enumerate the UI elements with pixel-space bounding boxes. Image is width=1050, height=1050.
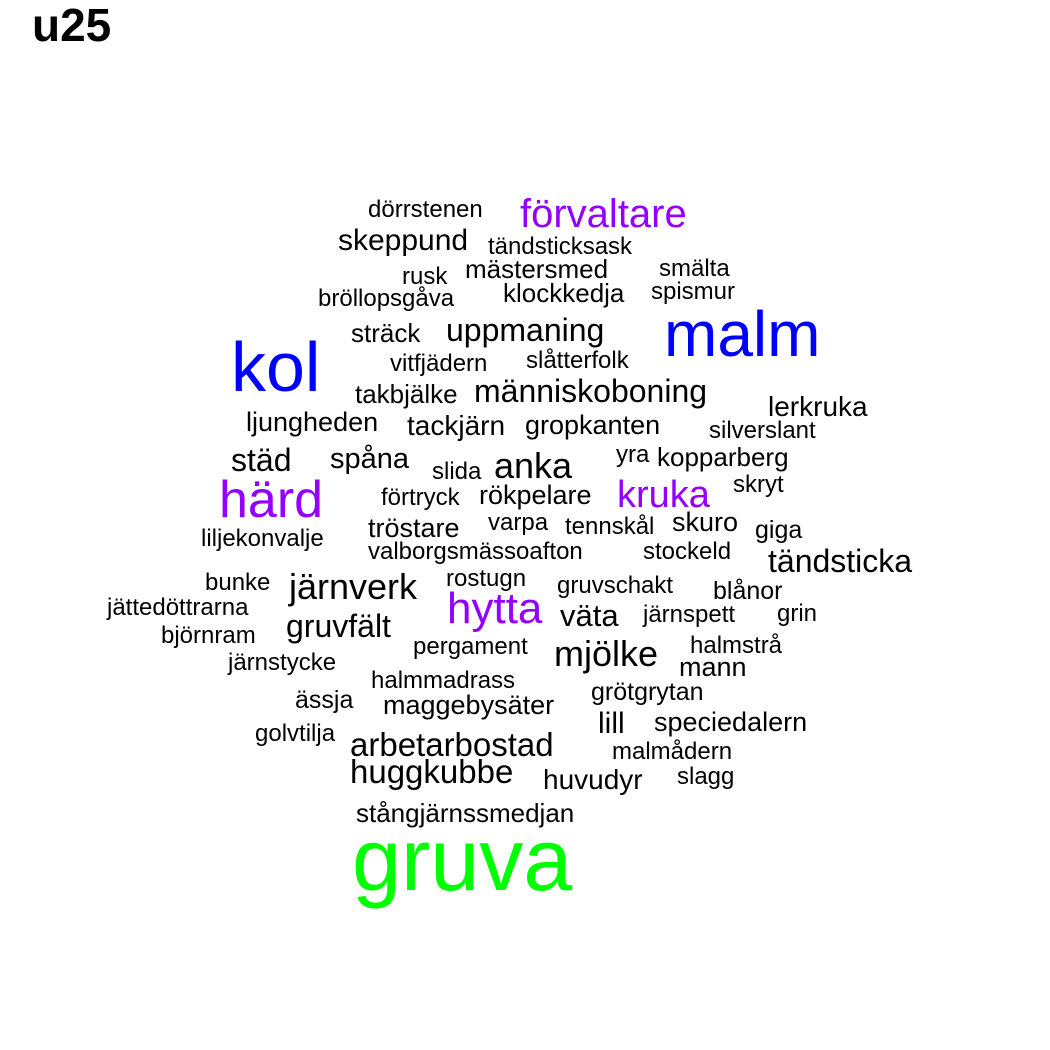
word-12: smälta bbox=[659, 255, 730, 282]
word-21: människoboning bbox=[474, 373, 707, 409]
word-49: blånor bbox=[713, 577, 783, 605]
page-title: u25 bbox=[32, 0, 112, 51]
word-25: gropkanten bbox=[525, 410, 660, 440]
word-41: liljekonvalje bbox=[201, 525, 324, 552]
word-43: stockeld bbox=[643, 538, 731, 565]
word-27: städ bbox=[231, 442, 291, 478]
word-72: slagg bbox=[677, 763, 734, 790]
word-19: slåtterfolk bbox=[526, 347, 630, 374]
word-8: skeppund bbox=[338, 224, 468, 257]
word-30: anka bbox=[494, 445, 573, 486]
word-32: kopparberg bbox=[657, 442, 789, 472]
word-51: väta bbox=[560, 598, 619, 633]
word-3: förvaltare bbox=[520, 192, 687, 236]
word-70: huggkubbe bbox=[350, 753, 513, 790]
word-69: malmådern bbox=[612, 738, 732, 765]
word-52: järnspett bbox=[642, 601, 735, 628]
word-64: maggebysäter bbox=[383, 690, 554, 720]
word-11: mästersmed bbox=[465, 254, 608, 284]
word-46: järnverk bbox=[288, 566, 418, 607]
word-31: yra bbox=[616, 441, 650, 468]
word-1: kol bbox=[231, 328, 320, 406]
word-39: skuro bbox=[672, 507, 738, 537]
word-6: hytta bbox=[447, 584, 543, 633]
word-54: björnram bbox=[161, 622, 256, 649]
word-57: mjölke bbox=[554, 633, 658, 674]
word-67: golvtilja bbox=[255, 720, 336, 747]
word-47: rostugn bbox=[446, 565, 526, 592]
word-4: härd bbox=[219, 471, 323, 529]
word-42: valborgsmässoafton bbox=[368, 538, 583, 565]
word-59: järnstycke bbox=[227, 649, 336, 676]
word-38: tennskål bbox=[565, 513, 654, 540]
word-73: stångjärnssmedjan bbox=[356, 798, 574, 828]
word-71: huvudyr bbox=[543, 764, 643, 795]
word-13: bröllopsgåva bbox=[318, 285, 455, 312]
word-68: arbetarbostad bbox=[350, 726, 554, 763]
word-29: slida bbox=[432, 458, 482, 485]
word-48: gruvschakt bbox=[557, 572, 673, 599]
word-66: speciedalern bbox=[654, 707, 807, 737]
word-33: förtryck bbox=[381, 484, 461, 511]
word-45: bunke bbox=[205, 569, 270, 596]
word-65: lill bbox=[598, 707, 625, 740]
word-9: tändsticksask bbox=[488, 233, 633, 260]
word-34: rökpelare bbox=[479, 480, 592, 510]
word-5: kruka bbox=[617, 474, 711, 516]
word-23: ljungheden bbox=[246, 407, 378, 437]
word-26: silverslant bbox=[709, 417, 816, 444]
word-40: giga bbox=[755, 516, 802, 544]
word-44: tändsticka bbox=[768, 543, 912, 579]
word-14: klockkedja bbox=[503, 278, 625, 308]
word-63: ässja bbox=[295, 686, 353, 714]
word-60: mann bbox=[679, 652, 747, 682]
word-55: gruvfält bbox=[286, 608, 391, 644]
word-17: uppmaning bbox=[446, 312, 604, 348]
word-58: halmstrå bbox=[690, 632, 783, 659]
word-20: takbjälke bbox=[355, 379, 458, 409]
word-56: pergament bbox=[413, 633, 528, 660]
word-35: skryt bbox=[733, 471, 784, 498]
word-0: gruva bbox=[352, 810, 572, 909]
word-15: spismur bbox=[651, 278, 735, 305]
word-2: malm bbox=[664, 298, 820, 370]
word-16: sträck bbox=[351, 318, 421, 348]
word-22: lerkruka bbox=[768, 391, 868, 422]
word-7: dörrstenen bbox=[368, 196, 483, 223]
word-36: tröstare bbox=[368, 513, 460, 543]
word-37: varpa bbox=[488, 509, 549, 536]
word-10: rusk bbox=[402, 263, 448, 290]
word-61: halmmadrass bbox=[371, 667, 515, 694]
word-18: vitfjädern bbox=[390, 350, 487, 377]
word-62: grötgrytan bbox=[591, 678, 704, 706]
word-24: tackjärn bbox=[407, 410, 505, 441]
word-53: grin bbox=[777, 600, 817, 627]
word-50: jättedöttrarna bbox=[106, 594, 249, 621]
word-28: spåna bbox=[330, 443, 410, 475]
